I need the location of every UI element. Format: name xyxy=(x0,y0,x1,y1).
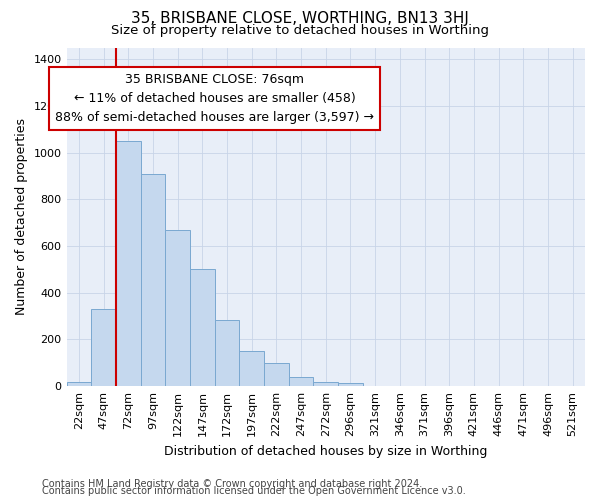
Bar xyxy=(289,377,313,386)
X-axis label: Distribution of detached houses by size in Worthing: Distribution of detached houses by size … xyxy=(164,444,487,458)
Bar xyxy=(140,174,165,386)
Text: Size of property relative to detached houses in Worthing: Size of property relative to detached ho… xyxy=(111,24,489,37)
Text: Contains HM Land Registry data © Crown copyright and database right 2024.: Contains HM Land Registry data © Crown c… xyxy=(42,479,422,489)
Y-axis label: Number of detached properties: Number of detached properties xyxy=(15,118,28,316)
Text: 35 BRISBANE CLOSE: 76sqm
← 11% of detached houses are smaller (458)
88% of semi-: 35 BRISBANE CLOSE: 76sqm ← 11% of detach… xyxy=(55,73,374,124)
Bar xyxy=(338,382,363,386)
Bar xyxy=(215,320,239,386)
Bar xyxy=(91,309,116,386)
Bar xyxy=(313,382,338,386)
Text: Contains public sector information licensed under the Open Government Licence v3: Contains public sector information licen… xyxy=(42,486,466,496)
Bar xyxy=(67,382,91,386)
Bar xyxy=(239,351,264,386)
Bar xyxy=(116,141,140,386)
Text: 35, BRISBANE CLOSE, WORTHING, BN13 3HJ: 35, BRISBANE CLOSE, WORTHING, BN13 3HJ xyxy=(131,11,469,26)
Bar xyxy=(264,363,289,386)
Bar xyxy=(165,230,190,386)
Bar xyxy=(190,270,215,386)
